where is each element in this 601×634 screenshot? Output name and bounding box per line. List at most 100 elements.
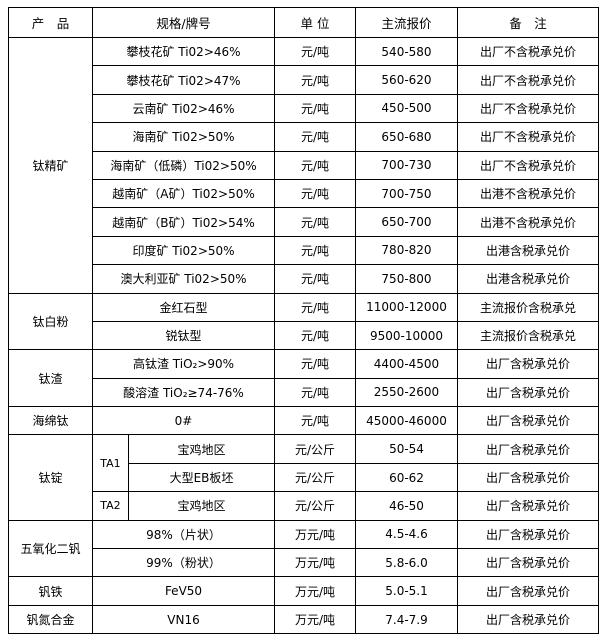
table-row: 海南矿 Ti02>50% 元/吨 650-680 出厂不含税承兑价 <box>9 122 599 152</box>
price-cell: 5.8-6.0 <box>355 548 458 578</box>
price-cell: 2550-2600 <box>355 377 458 408</box>
price-cell: 45000-46000 <box>355 406 458 436</box>
spec-cell: 攀枝花矿 Ti02>46% <box>92 36 275 67</box>
note-cell: 出厂含税承兑价 <box>457 604 599 634</box>
spec-cell: 印度矿 Ti02>50% <box>92 235 275 266</box>
unit-cell: 元/吨 <box>274 264 356 294</box>
unit-cell: 元/吨 <box>274 320 356 351</box>
product-name: 钛渣 <box>8 349 93 408</box>
unit-cell: 万元/吨 <box>274 548 356 578</box>
spec-cell: VN16 <box>92 604 275 634</box>
table-row: 钒铁 FeV50 万元/吨 5.0-5.1 出厂含税承兑价 <box>8 576 599 606</box>
note-cell: 出厂含税承兑价 <box>457 434 599 464</box>
note-cell: 出厂不含税承兑价 <box>457 150 599 180</box>
table-row: 钛锭 TA1 宝鸡地区 元/公斤 50-54 出厂含税承兑价 <box>8 434 599 521</box>
price-cell: 4.5-4.6 <box>355 519 458 550</box>
spec-cell: 宝鸡地区 <box>128 434 275 464</box>
spec-cell: 澳大利亚矿 Ti02>50% <box>92 264 275 294</box>
product-name: 钒氮合金 <box>8 604 93 634</box>
note-cell: 出厂含税承兑价 <box>457 377 599 408</box>
unit-cell: 元/吨 <box>274 207 356 237</box>
unit-cell: 元/吨 <box>274 349 356 379</box>
price-cell: 9500-10000 <box>355 320 458 351</box>
table-row: 钒氮合金 VN16 万元/吨 7.4-7.9 出厂含税承兑价 <box>8 604 599 634</box>
spec-cell: 攀枝花矿 Ti02>47% <box>92 65 275 95</box>
spec-cell: 99%（粉状） <box>92 548 275 578</box>
product-name: 钒铁 <box>8 576 93 606</box>
spec-cell: 高钛渣 TiO₂>90% <box>92 349 275 379</box>
table-row: 五氧化二钒 98%（片状） 万元/吨 4.5-4.6 出厂含税承兑价 <box>8 519 599 578</box>
price-cell: 4400-4500 <box>355 349 458 379</box>
header-note: 备 注 <box>457 7 599 38</box>
product-name: 钛锭 <box>8 434 93 521</box>
price-cell: 5.0-5.1 <box>355 576 458 606</box>
table-row: 海南矿（低磷）Ti02>50% 元/吨 700-730 出厂不含税承兑价 <box>9 150 599 180</box>
table-row: 大型EB板坯 元/公斤 60-62 出厂含税承兑价 <box>9 462 599 493</box>
price-cell: 650-680 <box>355 122 458 152</box>
price-table: 产 品 规格/牌号 单 位 主流报价 备 注 钛精矿 攀枝花矿 Ti02>46% 元… <box>8 7 599 634</box>
note-cell: 出厂含税承兑价 <box>457 548 599 578</box>
unit-cell: 元/公斤 <box>274 462 356 493</box>
price-cell: 7.4-7.9 <box>355 604 458 634</box>
spec-cell: 越南矿（A矿）Ti02>50% <box>92 178 275 209</box>
table-row: 攀枝花矿 Ti02>47% 元/吨 560-620 出厂不含税承兑价 <box>9 65 599 95</box>
spec-cell: 云南矿 Ti02>46% <box>92 93 275 124</box>
table-row: 99%（粉状） 万元/吨 5.8-6.0 出厂含税承兑价 <box>9 548 599 578</box>
table-row: 锐钛型 元/吨 9500-10000 主流报价含税承兑 <box>9 320 599 351</box>
header-spec: 规格/牌号 <box>92 7 275 38</box>
price-cell: 700-750 <box>355 178 458 209</box>
price-cell: 650-700 <box>355 207 458 237</box>
unit-cell: 万元/吨 <box>274 604 356 634</box>
product-name: 钛白粉 <box>8 292 93 351</box>
price-cell: 560-620 <box>355 65 458 95</box>
header-row: 产 品 规格/牌号 单 位 主流报价 备 注 <box>8 7 599 38</box>
note-cell: 主流报价含税承兑 <box>457 292 599 322</box>
unit-cell: 元/吨 <box>274 178 356 209</box>
unit-cell: 元/吨 <box>274 150 356 180</box>
price-cell: 750-800 <box>355 264 458 294</box>
table-row: 酸溶渣 TiO₂≥74-76% 元/吨 2550-2600 出厂含税承兑价 <box>9 377 599 408</box>
note-cell: 出厂含税承兑价 <box>457 349 599 379</box>
price-cell: 700-730 <box>355 150 458 180</box>
header-price: 主流报价 <box>355 7 458 38</box>
note-cell: 出厂含税承兑价 <box>457 406 599 436</box>
spec-cell: 锐钛型 <box>92 320 275 351</box>
unit-cell: 万元/吨 <box>274 576 356 606</box>
product-name: 五氧化二钒 <box>8 519 93 578</box>
table-row: 印度矿 Ti02>50% 元/吨 780-820 出港含税承兑价 <box>9 235 599 266</box>
header-unit: 单 位 <box>274 7 356 38</box>
note-cell: 出港含税承兑价 <box>457 235 599 266</box>
table-row: 澳大利亚矿 Ti02>50% 元/吨 750-800 出港含税承兑价 <box>9 264 599 294</box>
unit-cell: 元/吨 <box>274 93 356 124</box>
table-row: 钛精矿 攀枝花矿 Ti02>46% 元/吨 540-580 出厂不含税承兑价 <box>8 36 599 294</box>
table-row: 钛渣 高钛渣 TiO₂>90% 元/吨 4400-4500 出厂含税承兑价 <box>8 349 599 408</box>
header-product: 产 品 <box>8 7 93 38</box>
spec-cell: 98%（片状） <box>92 519 275 550</box>
note-cell: 出厂不含税承兑价 <box>457 36 599 67</box>
unit-cell: 元/吨 <box>274 36 356 67</box>
spec-cell: 海南矿 Ti02>50% <box>92 122 275 152</box>
note-cell: 出港含税承兑价 <box>457 264 599 294</box>
unit-cell: 元/吨 <box>274 65 356 95</box>
price-cell: 11000-12000 <box>355 292 458 322</box>
table-row: 海绵钛 0# 元/吨 45000-46000 出厂含税承兑价 <box>8 406 599 436</box>
note-cell: 主流报价含税承兑 <box>457 320 599 351</box>
note-cell: 出厂不含税承兑价 <box>457 122 599 152</box>
price-cell: 450-500 <box>355 93 458 124</box>
table-row: 越南矿（B矿）Ti02>54% 元/吨 650-700 出港不含税承兑价 <box>9 207 599 237</box>
product-name: 钛精矿 <box>8 37 93 294</box>
spec-cell: 酸溶渣 TiO₂≥74-76% <box>92 377 275 408</box>
spec-cell: 大型EB板坯 <box>128 462 275 493</box>
spec-cell: FeV50 <box>92 576 275 606</box>
price-cell: 540-580 <box>355 36 458 67</box>
note-cell: 出厂含税承兑价 <box>457 576 599 606</box>
price-cell: 50-54 <box>355 434 458 464</box>
price-cell: 780-820 <box>355 235 458 266</box>
spec-cell: 越南矿（B矿）Ti02>54% <box>92 207 275 237</box>
note-cell: 出厂含税承兑价 <box>457 491 599 521</box>
note-cell: 出厂含税承兑价 <box>457 519 599 550</box>
unit-cell: 元/吨 <box>274 406 356 436</box>
unit-cell: 元/吨 <box>274 122 356 152</box>
grade-label: TA2 <box>92 491 129 521</box>
grade-label: TA1 <box>92 434 129 493</box>
